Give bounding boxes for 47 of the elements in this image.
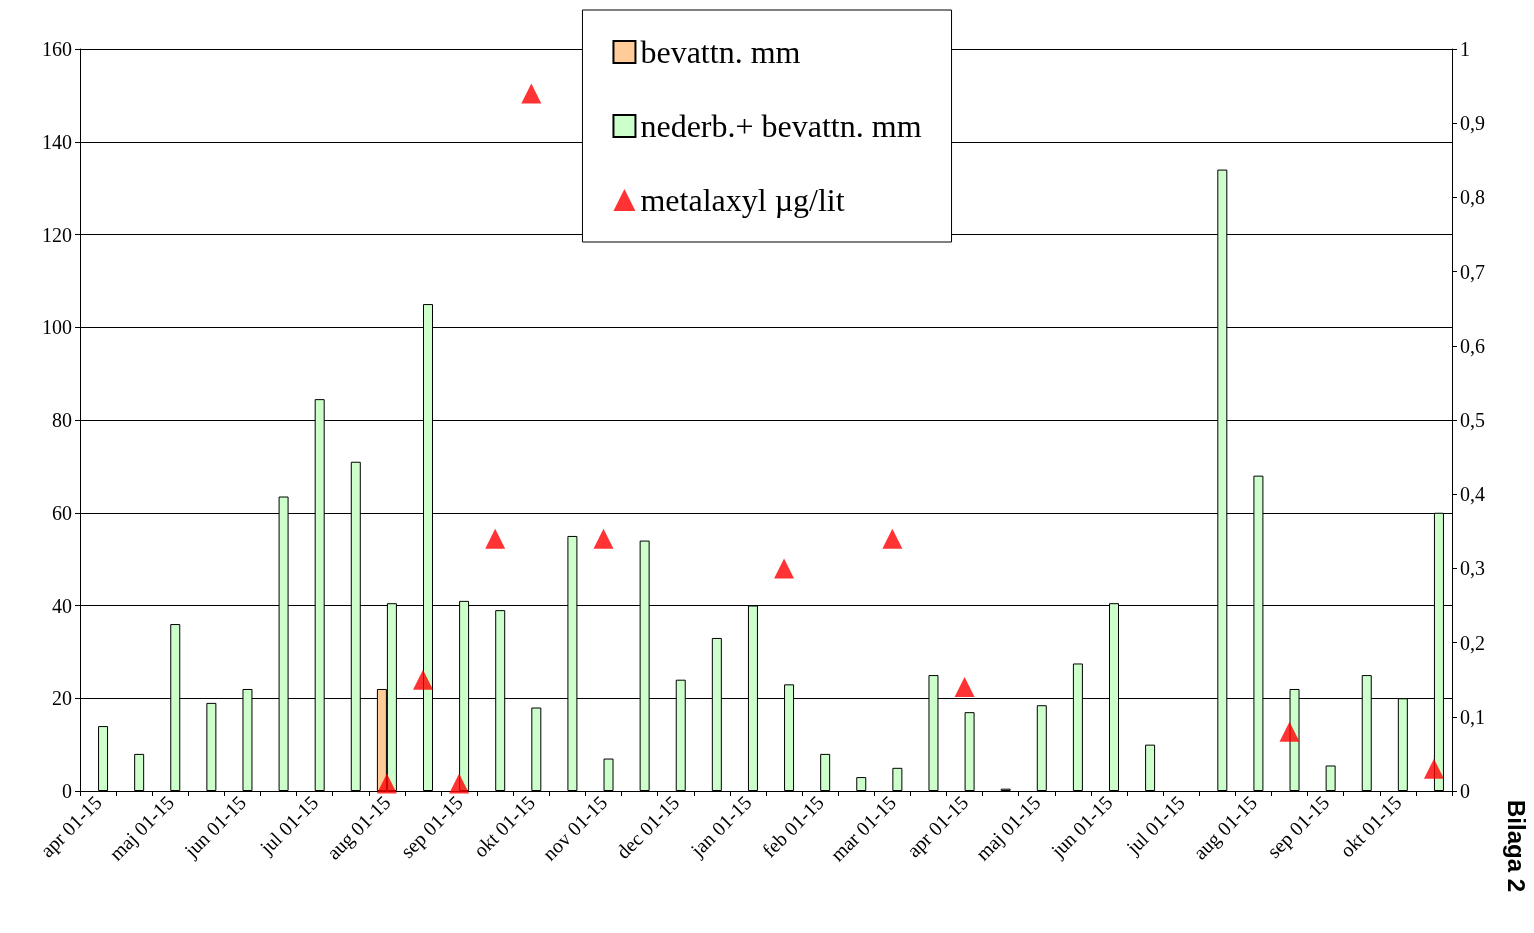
y-tick-label: 140: [42, 130, 72, 153]
y2-tick-label: 0,7: [1460, 260, 1485, 283]
point: [485, 528, 506, 549]
y-tick-label: 60: [52, 501, 72, 524]
y2-tick-label: 0,9: [1460, 112, 1485, 135]
point: [882, 528, 903, 549]
point: [413, 669, 433, 690]
y2-tick-label: 0: [1460, 780, 1470, 802]
bar: [964, 712, 975, 791]
point: [954, 677, 975, 698]
y2-tick-label: 0,2: [1460, 631, 1485, 654]
y-tick-label: 20: [52, 687, 72, 710]
text: Bilaga 2: [1502, 800, 1530, 893]
bar: [206, 702, 217, 791]
bar: [1145, 744, 1156, 791]
bar: [531, 707, 542, 791]
point: [521, 83, 542, 104]
y-tick-label: 80: [52, 409, 72, 431]
y-tick-label: 40: [52, 594, 72, 617]
bar: [820, 753, 831, 791]
y2-tick-label: 0,6: [1460, 334, 1485, 357]
y-tick-label: 160: [42, 38, 72, 60]
point: [1423, 758, 1444, 779]
bar: [98, 726, 109, 791]
y2-tick-label: 0,3: [1460, 557, 1485, 580]
y-tick-label: 0: [62, 780, 72, 802]
legend-label: nederb.+ bevattn. mm: [640, 108, 922, 144]
point: [774, 558, 795, 579]
bar: [856, 777, 867, 791]
y2-tick-label: 1: [1460, 38, 1470, 60]
bar: [1036, 705, 1047, 791]
point: [449, 773, 470, 794]
bar: [892, 767, 903, 791]
point: [1279, 721, 1300, 742]
y2-tick-label: 0,5: [1460, 409, 1485, 431]
point: [593, 528, 614, 549]
y2-tick-label: 0,8: [1460, 186, 1485, 209]
y2-tick-label: 0,4: [1460, 483, 1485, 506]
bar: [1325, 765, 1336, 791]
bar: [134, 753, 145, 791]
legend-label: metalaxyl µg/lit: [640, 182, 845, 218]
y-tick-label: 120: [42, 223, 72, 246]
y-tick-label: 100: [42, 316, 72, 339]
legend-label: bevattn. mm: [640, 34, 801, 70]
y2-tick-label: 0,1: [1460, 705, 1485, 728]
point: [376, 773, 397, 794]
bar: [603, 758, 614, 791]
